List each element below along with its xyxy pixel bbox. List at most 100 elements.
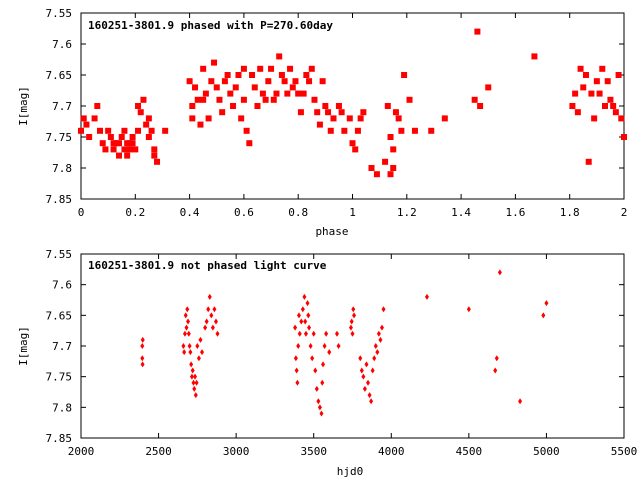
bottom-data-point xyxy=(198,336,203,343)
top-y-tick-label: 7.7 xyxy=(52,100,72,113)
top-data-point xyxy=(202,90,209,97)
bottom-y-tick-label: 7.75 xyxy=(46,371,73,384)
top-data-point xyxy=(585,158,592,165)
top-y-tick-label: 7.8 xyxy=(52,162,72,175)
top-x-tick-label: 1.4 xyxy=(451,206,471,219)
top-x-tick-label: 0.6 xyxy=(234,206,254,219)
bottom-data-point xyxy=(183,312,188,319)
bottom-data-point xyxy=(294,367,299,374)
bottom-data-point xyxy=(188,349,193,356)
top-data-point xyxy=(140,96,147,103)
top-y-tick-label: 7.6 xyxy=(52,38,72,51)
top-data-point xyxy=(401,72,408,78)
top-data-point xyxy=(276,53,283,60)
bottom-x-tick-label: 4000 xyxy=(378,445,405,458)
top-chart-title: 160251-3801.9 phased with P=270.60day xyxy=(88,19,333,32)
bottom-data-point xyxy=(196,355,201,362)
bottom-data-point xyxy=(209,312,214,319)
top-data-point xyxy=(189,103,196,109)
bottom-data-point xyxy=(373,343,378,349)
top-data-point xyxy=(240,65,247,72)
bottom-data-point xyxy=(296,312,301,319)
top-data-point xyxy=(221,78,228,85)
top-data-point xyxy=(110,146,117,153)
top-data-point xyxy=(591,115,598,122)
top-y-axis-label: I[mag] xyxy=(17,86,30,126)
top-data-point xyxy=(83,121,90,128)
bottom-data-point xyxy=(181,343,186,349)
bottom-data-point xyxy=(192,385,197,392)
bottom-data-point xyxy=(187,343,192,349)
top-data-point xyxy=(607,96,614,103)
top-data-point xyxy=(116,152,123,159)
top-data-point xyxy=(230,103,237,109)
top-data-point xyxy=(249,72,256,78)
bottom-data-point xyxy=(193,392,198,399)
bottom-data-point xyxy=(293,324,298,331)
top-data-point xyxy=(240,96,247,103)
top-data-point xyxy=(194,96,201,103)
top-data-point xyxy=(303,72,310,78)
top-data-point xyxy=(354,127,361,134)
bottom-data-point xyxy=(307,324,312,331)
top-x-tick-label: 1.6 xyxy=(505,206,525,219)
top-data-point xyxy=(97,127,104,134)
bottom-data-point xyxy=(308,343,313,349)
top-data-point xyxy=(395,115,402,122)
bottom-data-point xyxy=(494,355,499,362)
top-data-point xyxy=(224,72,231,78)
bottom-data-point xyxy=(350,330,355,337)
top-data-point xyxy=(105,127,112,134)
top-data-point xyxy=(278,72,285,78)
top-data-point xyxy=(243,127,250,134)
bottom-data-point xyxy=(319,410,324,417)
bottom-data-point xyxy=(359,367,364,374)
top-y-tick-label: 7.75 xyxy=(46,131,73,144)
bottom-data-point xyxy=(313,367,318,374)
top-panel: 160251-3801.9 phased with P=270.60day ph… xyxy=(17,7,627,238)
top-axis-ticks: 0 0.2 0.4 0.6 0.8 1 1.2 1.4 1.6 1.8 2 7.55 7.6 7.65 7.… xyxy=(46,7,628,219)
bottom-data-point xyxy=(299,318,304,325)
bottom-data-point xyxy=(203,324,208,331)
top-x-tick-label: 2 xyxy=(621,206,628,219)
bottom-data-point xyxy=(362,385,367,392)
bottom-y-tick-label: 7.55 xyxy=(46,248,73,261)
bottom-y-tick-label: 7.85 xyxy=(46,432,73,445)
top-data-point xyxy=(246,140,253,147)
bottom-data-point xyxy=(336,343,341,349)
bottom-data-point xyxy=(182,349,187,356)
bottom-panel: 160251-3801.9 not phased light curve hjd… xyxy=(17,248,637,478)
bottom-x-axis-label: hjd0 xyxy=(337,465,364,478)
top-data-point xyxy=(219,109,226,116)
top-data-point xyxy=(205,115,212,122)
bottom-data-point xyxy=(369,398,374,405)
top-data-point xyxy=(91,115,98,122)
top-data-point xyxy=(292,78,299,85)
bottom-data-point xyxy=(193,373,198,380)
top-data-point xyxy=(208,78,215,85)
top-data-point xyxy=(352,146,359,153)
bottom-data-point xyxy=(186,330,191,337)
bottom-data-point xyxy=(317,404,322,411)
top-data-point xyxy=(610,103,617,109)
top-data-point xyxy=(238,115,245,122)
top-data-point xyxy=(126,146,133,153)
top-data-point xyxy=(306,78,313,85)
top-data-point xyxy=(121,127,128,134)
bottom-data-point xyxy=(518,398,523,405)
top-data-point xyxy=(411,127,418,134)
top-data-point xyxy=(588,90,595,97)
top-data-point xyxy=(80,115,87,122)
top-data-point xyxy=(148,127,155,134)
top-data-point xyxy=(618,115,625,122)
top-data-point xyxy=(213,84,220,91)
bottom-data-point xyxy=(182,330,187,337)
top-data-point xyxy=(200,96,207,103)
top-data-point xyxy=(349,140,356,147)
top-data-point xyxy=(186,78,193,85)
top-data-point xyxy=(118,134,125,140)
bottom-data-point xyxy=(190,367,195,374)
top-data-point xyxy=(390,165,397,171)
top-data-point xyxy=(582,72,589,78)
bottom-data-point xyxy=(381,306,386,313)
